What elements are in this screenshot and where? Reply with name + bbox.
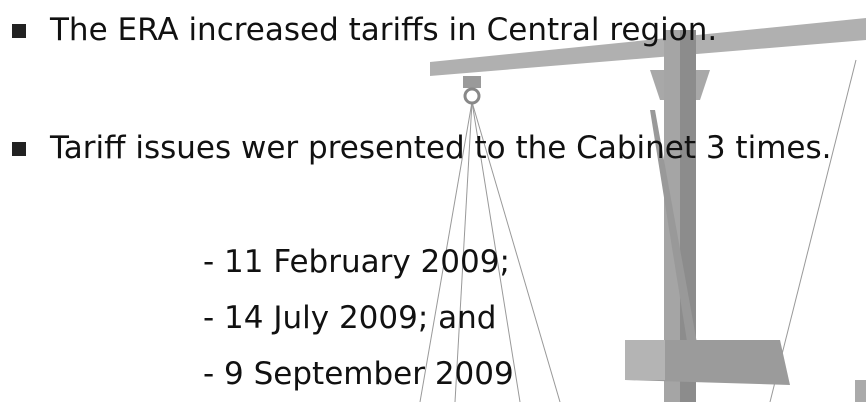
date-item: - 9 September 2009 (203, 348, 514, 400)
bullet-text: Tariff issues wer presented to the Cabin… (50, 122, 862, 174)
date-item: - 14 July 2009; and (203, 292, 496, 344)
slide: {"bullets": ["The ERA increased tariffs … (0, 0, 866, 402)
date-item: - 11 February 2009; (203, 236, 510, 288)
bullet-text: The ERA increased tariffs in Central reg… (50, 4, 862, 56)
